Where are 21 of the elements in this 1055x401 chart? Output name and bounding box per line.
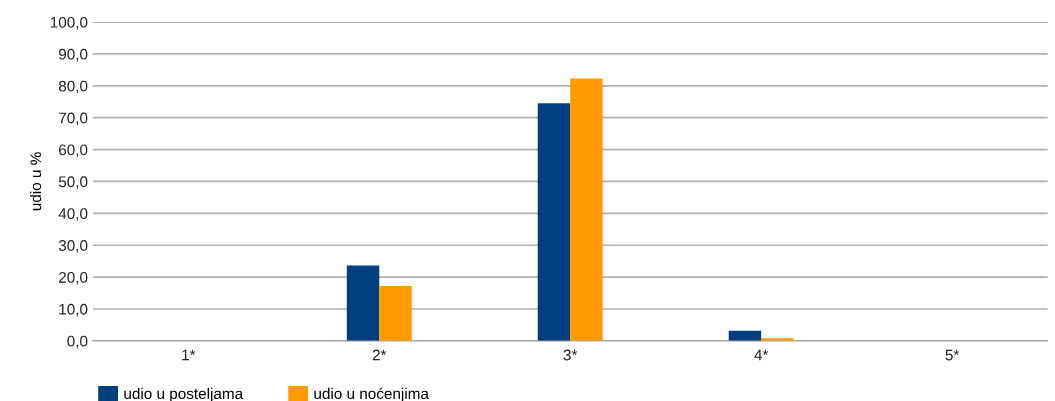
- bar: [570, 78, 603, 341]
- bar: [537, 103, 571, 341]
- y-tick-label: 0,0: [67, 335, 88, 349]
- bar: [346, 265, 380, 341]
- y-tick-label: 100,0: [50, 16, 88, 30]
- x-tick-label: 1*: [182, 349, 196, 361]
- y-tick-label: 10,0: [59, 303, 88, 317]
- y-tick-label: 30,0: [58, 240, 88, 253]
- x-tick-label: 2*: [372, 349, 387, 361]
- x-tick-label: 3*: [563, 349, 578, 361]
- y-tick-label: 90,0: [58, 48, 88, 62]
- x-tick-label: 5*: [945, 349, 960, 361]
- y-tick-label: 20,0: [59, 271, 88, 285]
- y-axis-title: udio u %: [29, 152, 42, 211]
- y-tick-label: 80,0: [58, 80, 88, 94]
- y-tick-label: 50,0: [58, 176, 88, 189]
- y-tick-label: 40,0: [58, 208, 88, 221]
- y-tick-label: 70,0: [59, 112, 88, 126]
- y-tick-label: 60,0: [59, 144, 88, 158]
- x-tick-label: 4*: [754, 349, 769, 361]
- bar: [379, 286, 412, 341]
